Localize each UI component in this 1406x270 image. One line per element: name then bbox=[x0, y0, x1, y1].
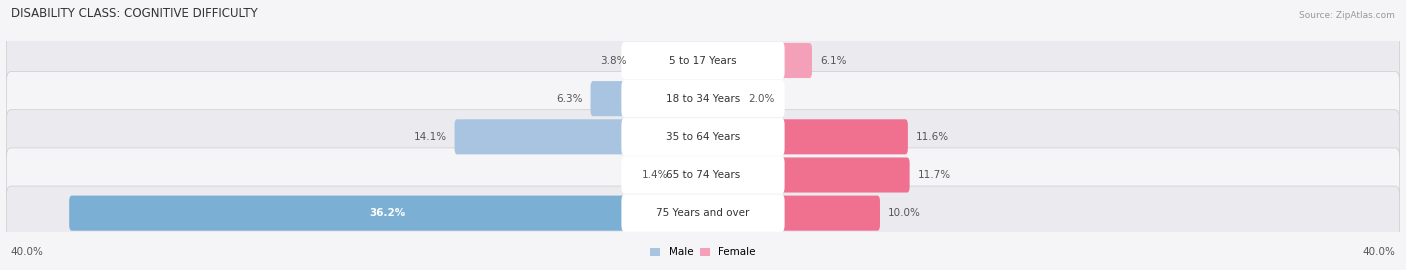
FancyBboxPatch shape bbox=[700, 43, 813, 78]
FancyBboxPatch shape bbox=[700, 81, 741, 116]
FancyBboxPatch shape bbox=[69, 195, 706, 231]
FancyBboxPatch shape bbox=[700, 157, 910, 193]
FancyBboxPatch shape bbox=[7, 33, 1399, 87]
FancyBboxPatch shape bbox=[7, 72, 1399, 126]
Text: 6.3%: 6.3% bbox=[557, 94, 582, 104]
Text: 36.2%: 36.2% bbox=[370, 208, 405, 218]
Text: 2.0%: 2.0% bbox=[748, 94, 775, 104]
Text: 35 to 64 Years: 35 to 64 Years bbox=[666, 132, 740, 142]
FancyBboxPatch shape bbox=[700, 195, 880, 231]
Text: 3.8%: 3.8% bbox=[600, 56, 626, 66]
Text: DISABILITY CLASS: COGNITIVE DIFFICULTY: DISABILITY CLASS: COGNITIVE DIFFICULTY bbox=[11, 8, 257, 21]
Text: 1.4%: 1.4% bbox=[641, 170, 668, 180]
FancyBboxPatch shape bbox=[7, 110, 1399, 164]
Text: 5 to 17 Years: 5 to 17 Years bbox=[669, 56, 737, 66]
Text: 10.0%: 10.0% bbox=[887, 208, 921, 218]
Legend: Male, Female: Male, Female bbox=[645, 243, 761, 261]
FancyBboxPatch shape bbox=[7, 148, 1399, 202]
Text: 40.0%: 40.0% bbox=[1362, 247, 1395, 257]
Text: 75 Years and over: 75 Years and over bbox=[657, 208, 749, 218]
Text: 65 to 74 Years: 65 to 74 Years bbox=[666, 170, 740, 180]
FancyBboxPatch shape bbox=[454, 119, 706, 154]
Text: 11.6%: 11.6% bbox=[915, 132, 949, 142]
Text: 18 to 34 Years: 18 to 34 Years bbox=[666, 94, 740, 104]
Text: Source: ZipAtlas.com: Source: ZipAtlas.com bbox=[1299, 11, 1395, 21]
FancyBboxPatch shape bbox=[676, 157, 706, 193]
Text: 6.1%: 6.1% bbox=[820, 56, 846, 66]
FancyBboxPatch shape bbox=[621, 156, 785, 194]
Text: 14.1%: 14.1% bbox=[413, 132, 447, 142]
FancyBboxPatch shape bbox=[621, 118, 785, 156]
FancyBboxPatch shape bbox=[634, 43, 706, 78]
Text: 11.7%: 11.7% bbox=[918, 170, 950, 180]
Text: 40.0%: 40.0% bbox=[11, 247, 44, 257]
FancyBboxPatch shape bbox=[621, 42, 785, 79]
FancyBboxPatch shape bbox=[621, 80, 785, 117]
FancyBboxPatch shape bbox=[621, 194, 785, 232]
FancyBboxPatch shape bbox=[700, 119, 908, 154]
FancyBboxPatch shape bbox=[591, 81, 706, 116]
FancyBboxPatch shape bbox=[7, 186, 1399, 240]
